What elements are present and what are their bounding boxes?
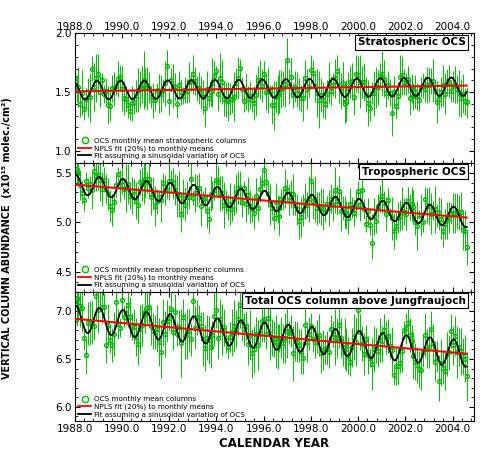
Legend: OCS monthly mean tropospheric columns, NPLS fit (20%) to monthly means, Fit assu: OCS monthly mean tropospheric columns, N… <box>77 266 246 290</box>
Text: Stratospheric OCS: Stratospheric OCS <box>357 37 465 47</box>
Text: VERTICAL COLUMN ABUNDANCE  (x10¹⁵ molec./cm²): VERTICAL COLUMN ABUNDANCE (x10¹⁵ molec./… <box>2 97 12 379</box>
Text: Total OCS column above Jungfraujoch: Total OCS column above Jungfraujoch <box>244 296 465 306</box>
X-axis label: CALENDAR YEAR: CALENDAR YEAR <box>219 437 328 450</box>
Legend: OCS monthly mean columns, NPLS fit (20%) to monthly means, Fit assuming a sinuso: OCS monthly mean columns, NPLS fit (20%)… <box>77 395 246 419</box>
Legend: OCS monthly mean stratospheric columns, NPLS fit (20%) to monthly means, Fit ass: OCS monthly mean stratospheric columns, … <box>77 136 247 160</box>
Text: Tropospheric OCS: Tropospheric OCS <box>361 167 465 177</box>
